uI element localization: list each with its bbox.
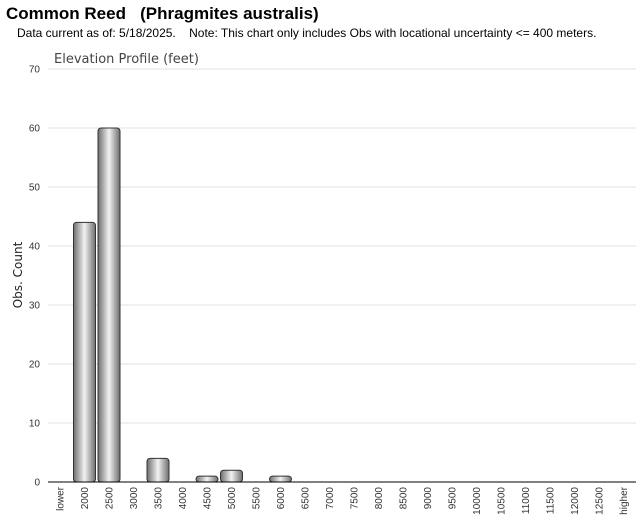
x-tick-label: 5500	[252, 487, 263, 510]
x-tick-label: 12000	[570, 487, 581, 515]
x-tick-label: 6500	[301, 487, 312, 510]
y-tick-label: 40	[29, 242, 41, 253]
bar	[146, 457, 170, 483]
x-tick-label: 4500	[203, 487, 214, 510]
x-tick-label: 10000	[472, 487, 483, 515]
y-tick-label: 60	[29, 124, 41, 135]
data-note: Data current as of: 5/18/2025. Note: Thi…	[17, 26, 597, 40]
y-tick-label: 0	[34, 478, 40, 489]
gridlines	[48, 68, 636, 424]
x-tick-label: 7000	[325, 487, 336, 510]
chart-title: Elevation Profile (feet)	[54, 52, 199, 67]
x-tick-label: 12500	[595, 487, 606, 515]
bar	[220, 469, 243, 483]
x-tick-label: 11000	[521, 487, 532, 515]
bars	[73, 127, 292, 483]
x-tick-label: 2500	[105, 487, 116, 510]
x-tick-label: 8000	[374, 487, 385, 510]
y-tick-label: 50	[29, 183, 41, 194]
x-tick-label: 3000	[129, 487, 140, 510]
bar	[73, 221, 96, 483]
x-tick-label: 10500	[497, 487, 508, 515]
x-tick-label: 6000	[276, 487, 287, 510]
y-tick-label: 10	[29, 419, 41, 430]
bar	[97, 127, 121, 483]
chart-header-title: Common Reed (Phragmites australis)	[6, 4, 319, 23]
x-tick-label: 5000	[227, 487, 238, 510]
x-tick-label: 2000	[80, 487, 91, 510]
x-tick-label: 4000	[178, 487, 189, 510]
x-tick-label: 8500	[399, 487, 410, 510]
x-tick-label: higher	[619, 486, 630, 514]
y-axis-label: Obs. Count	[11, 241, 25, 308]
y-tick-label: 30	[29, 301, 41, 312]
x-tick-label: 9500	[448, 487, 459, 510]
x-tick-label: 3500	[154, 487, 165, 510]
x-tick-label: 9000	[423, 487, 434, 510]
bar	[195, 475, 219, 483]
y-tick-label: 70	[29, 65, 41, 76]
x-tick-label: lower	[56, 486, 67, 511]
x-axis-ticks: lower 2000 2500 3000 3500 4000 4500 5000 5500 600…	[56, 486, 631, 514]
bar	[269, 475, 292, 483]
x-tick-label: 7500	[350, 487, 361, 510]
x-tick-label: 11500	[546, 487, 557, 515]
y-axis-ticks: 0 10 20 30 40 50 60 70	[29, 65, 41, 489]
y-tick-label: 20	[29, 360, 41, 371]
